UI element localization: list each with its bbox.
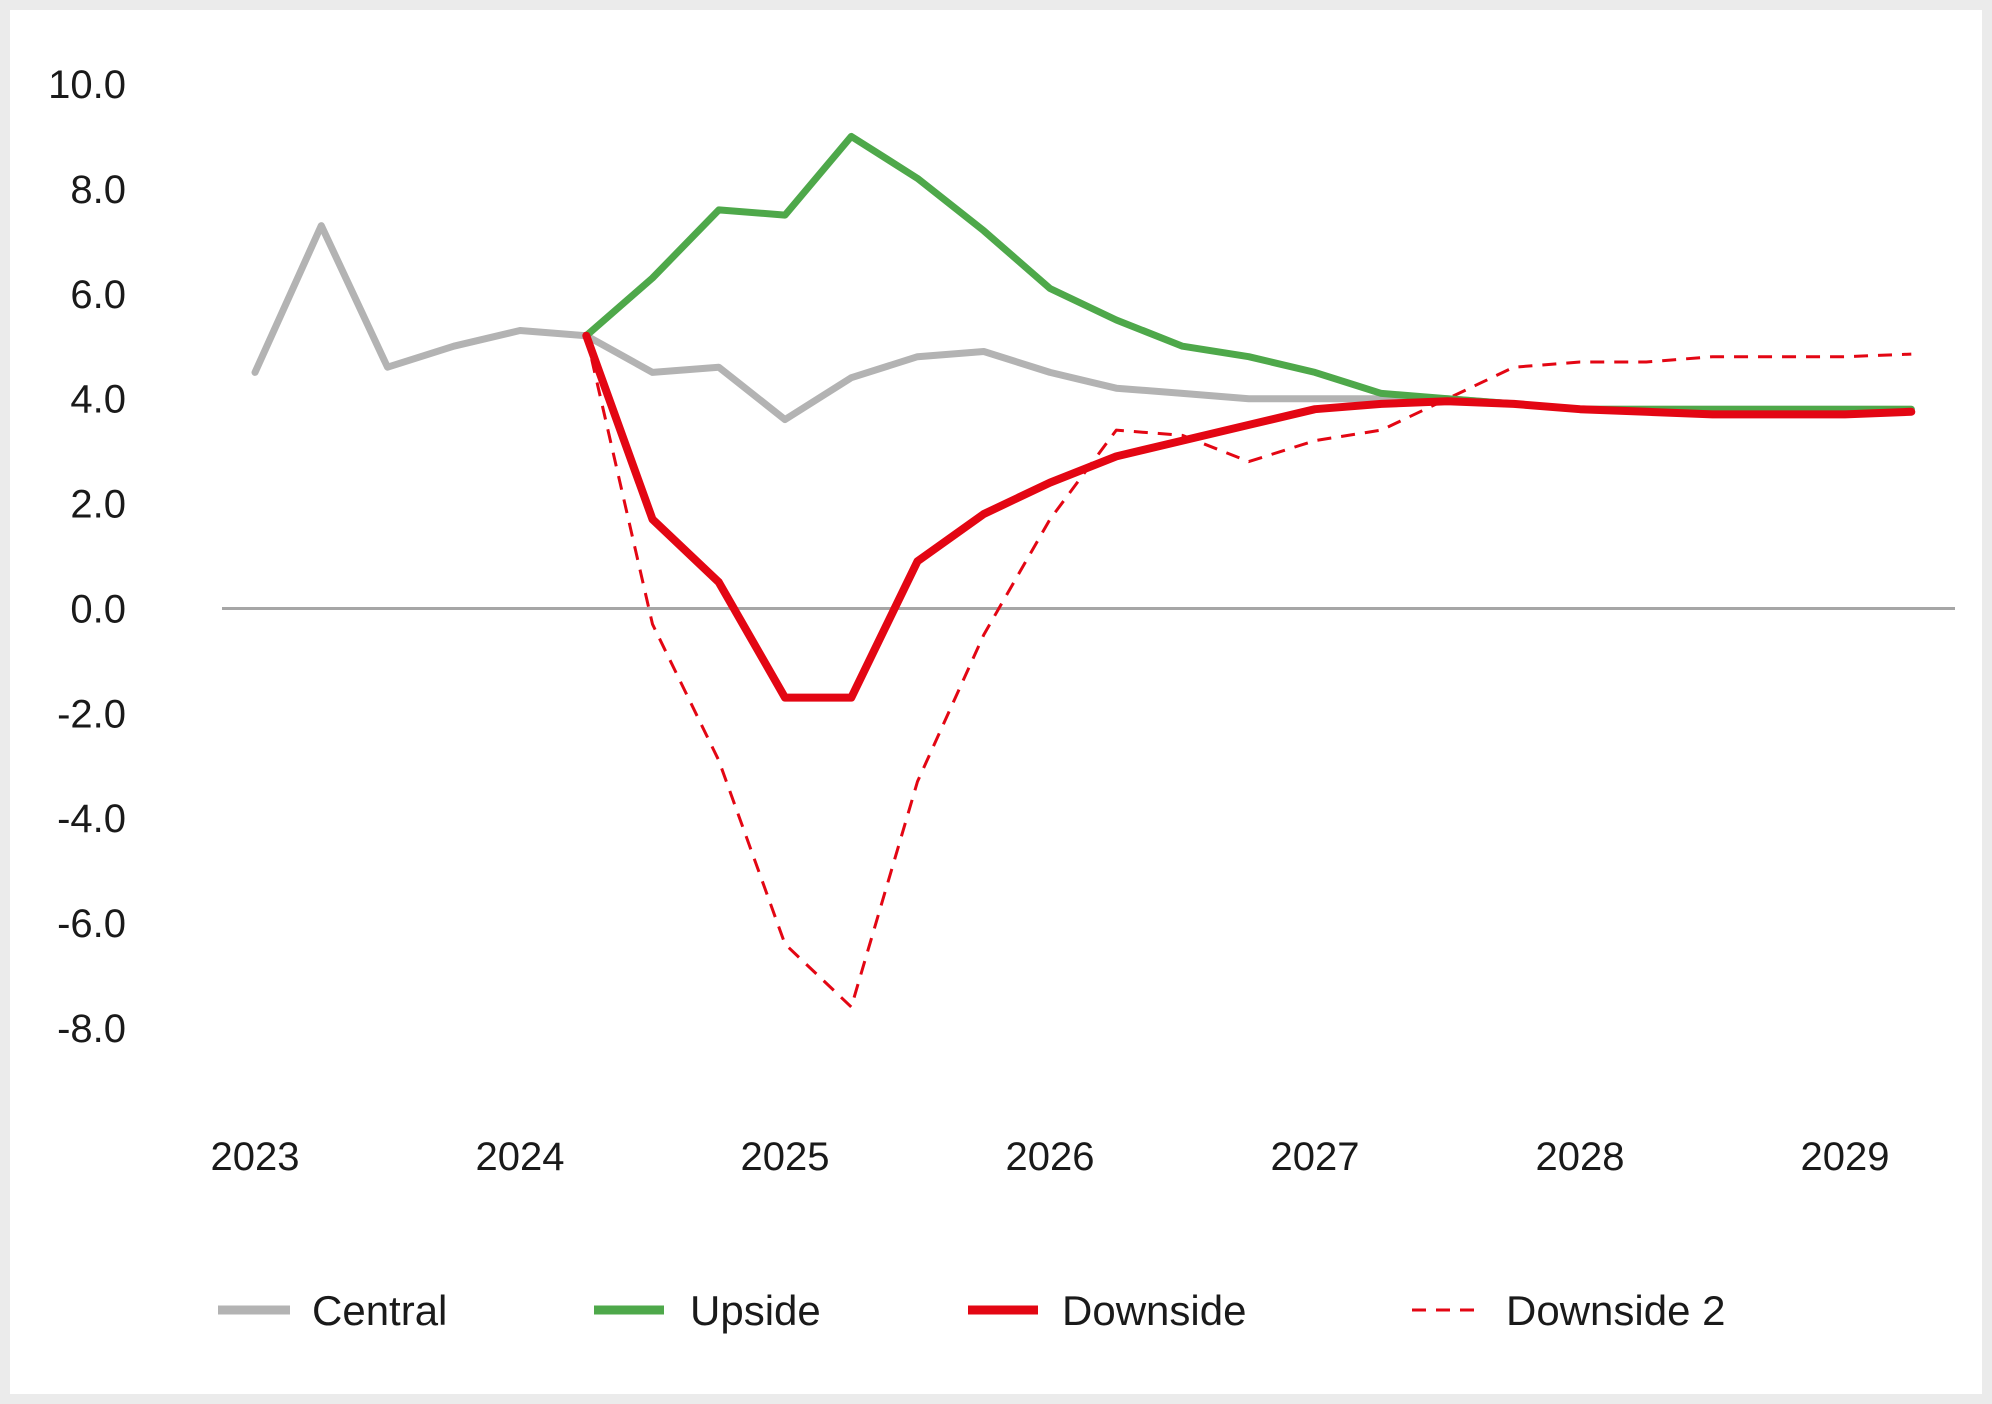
x-tick-label: 2026 <box>1006 1135 1095 1179</box>
x-tick-label: 2024 <box>476 1135 565 1179</box>
series-line-downside-2 <box>584 335 1912 1009</box>
y-tick-label: 8.0 <box>70 168 126 212</box>
legend-label-central: Central <box>312 1287 447 1334</box>
y-tick-label: -4.0 <box>57 797 126 841</box>
series-line-downside <box>582 331 1916 702</box>
y-tick-label: -8.0 <box>57 1007 126 1051</box>
x-tick-label: 2029 <box>1801 1135 1890 1179</box>
y-tick-label: 4.0 <box>70 378 126 422</box>
legend-label-downside-2: Downside 2 <box>1506 1287 1725 1334</box>
y-tick-label: 2.0 <box>70 483 126 527</box>
legend-label-upside: Upside <box>690 1287 821 1334</box>
series-line-central <box>251 222 1915 424</box>
series-line-upside <box>582 132 1915 413</box>
x-tick-label: 2025 <box>741 1135 830 1179</box>
y-tick-label: -6.0 <box>57 902 126 946</box>
line-chart: 10.0 8.0 6.0 4.0 2.0 0.0 -2.0 -4.0 -6.0 -8.0 2023… <box>48 63 1955 1334</box>
y-tick-label: -2.0 <box>57 692 126 736</box>
y-tick-label: 10.0 <box>48 63 126 107</box>
x-tick-label: 2023 <box>211 1135 300 1179</box>
y-tick-label: 0.0 <box>70 587 126 631</box>
x-tick-label: 2027 <box>1271 1135 1360 1179</box>
x-tick-label: 2028 <box>1536 1135 1625 1179</box>
y-tick-label: 6.0 <box>70 273 126 317</box>
legend-label-downside: Downside <box>1062 1287 1246 1334</box>
